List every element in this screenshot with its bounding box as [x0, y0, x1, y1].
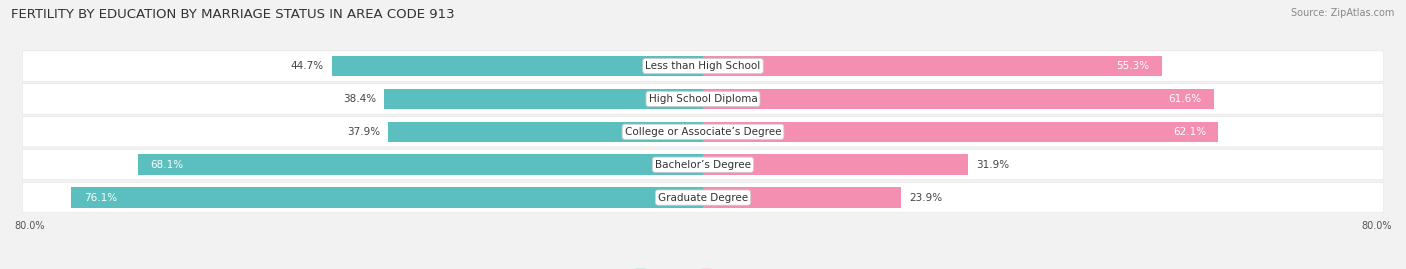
FancyBboxPatch shape — [22, 84, 1384, 114]
Text: Less than High School: Less than High School — [645, 61, 761, 71]
Text: 62.1%: 62.1% — [1173, 127, 1206, 137]
FancyBboxPatch shape — [22, 182, 1384, 213]
Bar — [703, 89, 1215, 109]
Legend: Married, Unmarried: Married, Unmarried — [630, 264, 776, 269]
Bar — [703, 56, 1161, 76]
Bar — [703, 154, 967, 175]
Text: 76.1%: 76.1% — [84, 193, 117, 203]
Text: College or Associate’s Degree: College or Associate’s Degree — [624, 127, 782, 137]
Text: 80.0%: 80.0% — [14, 221, 45, 231]
Bar — [388, 122, 703, 142]
FancyBboxPatch shape — [22, 150, 1384, 180]
Text: 68.1%: 68.1% — [150, 160, 183, 170]
Text: Source: ZipAtlas.com: Source: ZipAtlas.com — [1291, 8, 1395, 18]
Text: Bachelor’s Degree: Bachelor’s Degree — [655, 160, 751, 170]
Text: 37.9%: 37.9% — [347, 127, 380, 137]
Text: 44.7%: 44.7% — [291, 61, 323, 71]
Text: FERTILITY BY EDUCATION BY MARRIAGE STATUS IN AREA CODE 913: FERTILITY BY EDUCATION BY MARRIAGE STATU… — [11, 8, 456, 21]
Bar — [384, 89, 703, 109]
Text: 23.9%: 23.9% — [910, 193, 943, 203]
FancyBboxPatch shape — [22, 51, 1384, 81]
Text: 80.0%: 80.0% — [1361, 221, 1392, 231]
FancyBboxPatch shape — [22, 117, 1384, 147]
Text: 38.4%: 38.4% — [343, 94, 375, 104]
Text: 55.3%: 55.3% — [1116, 61, 1150, 71]
Bar — [703, 187, 901, 208]
Bar — [138, 154, 703, 175]
Text: High School Diploma: High School Diploma — [648, 94, 758, 104]
Text: 31.9%: 31.9% — [976, 160, 1010, 170]
Text: 61.6%: 61.6% — [1168, 94, 1202, 104]
Bar — [332, 56, 703, 76]
Bar — [703, 122, 1219, 142]
Text: Graduate Degree: Graduate Degree — [658, 193, 748, 203]
Bar — [72, 187, 703, 208]
